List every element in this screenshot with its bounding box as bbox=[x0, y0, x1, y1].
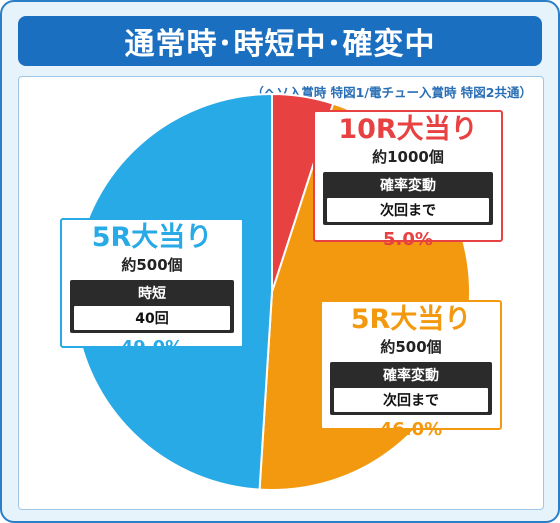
chart-note: （ヘソ入賞時 特図1/電チュー入賞時 特図2共通） bbox=[251, 85, 532, 100]
label-10r-mode-detail: 次回まで bbox=[327, 198, 489, 222]
label-10r-title: 10R大当り bbox=[338, 114, 478, 145]
label-10r-percent: 5.0% bbox=[383, 229, 433, 250]
label-10r-amount: 約1000個 bbox=[372, 148, 444, 166]
label-5r-jitan-mode-detail: 40回 bbox=[74, 306, 230, 330]
label-5r-kakuhen-mode: 確率変動 次回まで bbox=[330, 362, 492, 415]
label-5r-kakuhen-amount: 約500個 bbox=[380, 338, 442, 356]
label-5r-jitan-percent: 49.0% bbox=[120, 337, 184, 358]
label-10r-mode: 確率変動 次回まで bbox=[323, 172, 493, 225]
label-5r-kakuhen-mode-detail: 次回まで bbox=[334, 388, 488, 412]
chart-title: 通常時･時短中･確変中 bbox=[18, 16, 542, 66]
label-5r-kakuhen-mode-caption: 確率変動 bbox=[383, 368, 439, 384]
label-5r-jitan-title: 5R大当り bbox=[91, 222, 213, 253]
label-5r-jitan-mode-caption: 時短 bbox=[138, 286, 166, 302]
label-5r-kakuhen-title: 5R大当り bbox=[350, 304, 472, 335]
label-5r-jitan-amount: 約500個 bbox=[121, 256, 183, 274]
label-5r-kakuhen-percent: 46.0% bbox=[379, 419, 443, 440]
label-10r: 10R大当り 約1000個 確率変動 次回まで 5.0% bbox=[313, 110, 503, 250]
label-5r-jitan: 5R大当り 約500個 時短 40回 49.0% bbox=[60, 218, 244, 358]
label-5r-jitan-mode: 時短 40回 bbox=[70, 280, 234, 333]
label-10r-mode-caption: 確率変動 bbox=[380, 178, 436, 194]
label-5r-kakuhen: 5R大当り 約500個 確率変動 次回まで 46.0% bbox=[320, 300, 502, 440]
